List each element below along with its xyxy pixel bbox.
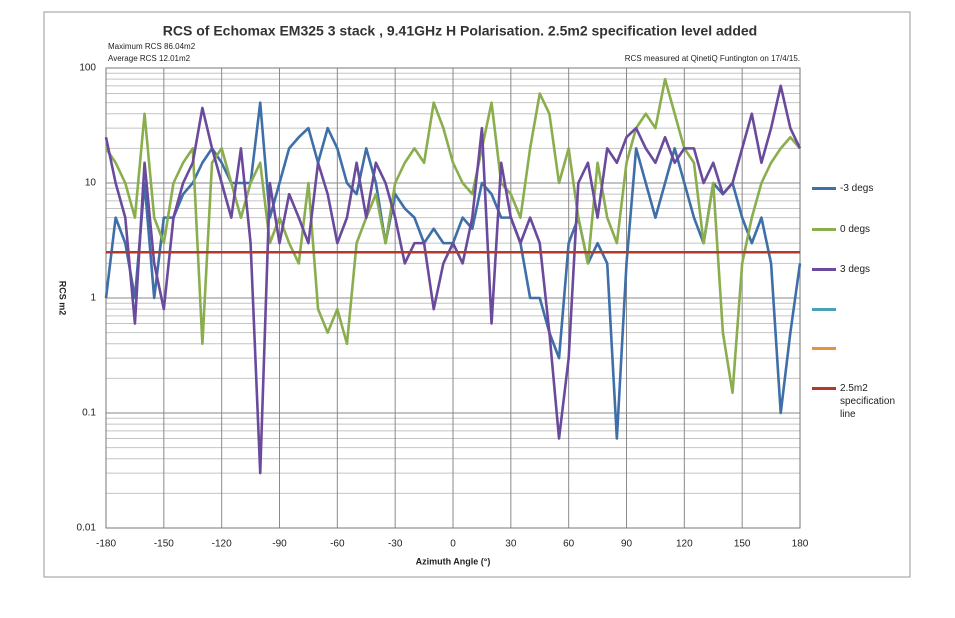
annotation: Average RCS 12.01m2 [108, 54, 191, 63]
chart-title: RCS of Echomax EM325 3 stack , 9.41GHz H… [163, 23, 757, 39]
x-tick-label: -90 [272, 539, 287, 550]
y-tick-label: 1 [90, 293, 96, 304]
x-tick-label: 180 [792, 539, 809, 550]
x-tick-label: 120 [676, 539, 693, 550]
x-tick-label: -150 [154, 539, 174, 550]
y-tick-label: 10 [85, 178, 97, 189]
x-tick-label: -60 [330, 539, 345, 550]
annotation: Maximum RCS 86.04m2 [108, 42, 196, 51]
series-line [104, 84, 802, 475]
legend-item: 0 degs [812, 223, 908, 236]
x-tick-label: 90 [621, 539, 633, 550]
legend-swatch [812, 268, 836, 271]
chart-frame [43, 11, 911, 578]
legend-label: 2.5m2 specification line [840, 383, 896, 420]
legend-empty-entry [812, 342, 840, 350]
legend-item: -3 degs [812, 182, 908, 195]
y-tick-label: 0.01 [77, 523, 97, 534]
y-tick-label: 100 [79, 63, 96, 74]
legend-swatch [812, 228, 836, 231]
legend-item: 2.5m2 specification line [812, 382, 908, 421]
x-tick-label: 150 [734, 539, 751, 550]
legend-empty-entry [812, 303, 840, 311]
legend-item: 3 degs [812, 263, 908, 276]
x-tick-label: 0 [450, 539, 456, 550]
x-tick-label: -120 [212, 539, 232, 550]
y-tick-label: 0.1 [82, 408, 96, 419]
y-axis-label: RCS m2 [58, 281, 68, 316]
x-tick-label: 60 [563, 539, 575, 550]
legend-label: 3 degs [840, 264, 871, 275]
x-tick-label: 30 [505, 539, 517, 550]
legend-swatch [812, 187, 836, 190]
x-tick-label: -180 [96, 539, 116, 550]
annotation: RCS measured at QinetiQ Funtington on 17… [625, 54, 800, 63]
x-tick-label: -30 [388, 539, 403, 550]
legend-label: -3 degs [840, 183, 874, 194]
legend-label: 0 degs [840, 224, 871, 235]
grid [105, 67, 801, 529]
legend-swatch [812, 387, 836, 390]
x-axis-label: Azimuth Angle (°) [416, 556, 491, 566]
